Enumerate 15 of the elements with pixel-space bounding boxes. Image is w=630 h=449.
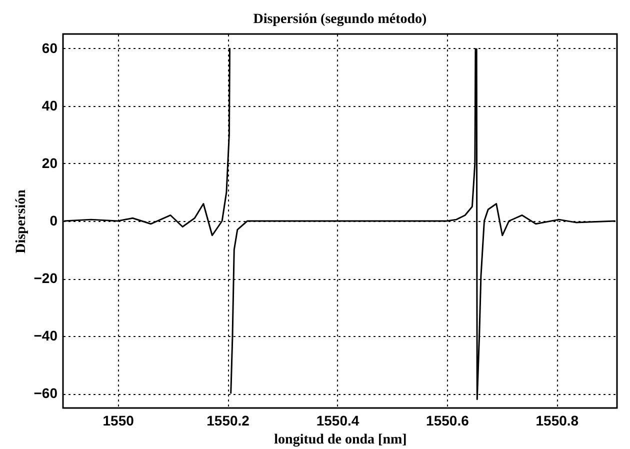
x-tick-label: 1550.4 [316,412,360,428]
y-tick-label: −40 [34,328,58,344]
y-tick-label: 60 [42,40,58,56]
x-tick-label: 1550 [102,412,134,428]
x-tick-label: 1550.2 [206,412,250,428]
y-tick-label: −60 [34,385,58,402]
x-tick-label: 1550.6 [426,412,470,428]
x-tick-label: 1550.8 [536,412,579,428]
chart-title: Dispersión (segundo método) [253,12,428,27]
x-axis-title: longitud de onda [nm] [274,432,407,448]
y-tick-label: 20 [42,154,58,171]
y-tick-label: 40 [42,97,58,114]
y-tick-label: −20 [34,270,58,286]
y-axis-title: Dispersión [14,189,29,254]
y-tick-label: 0 [50,212,58,228]
